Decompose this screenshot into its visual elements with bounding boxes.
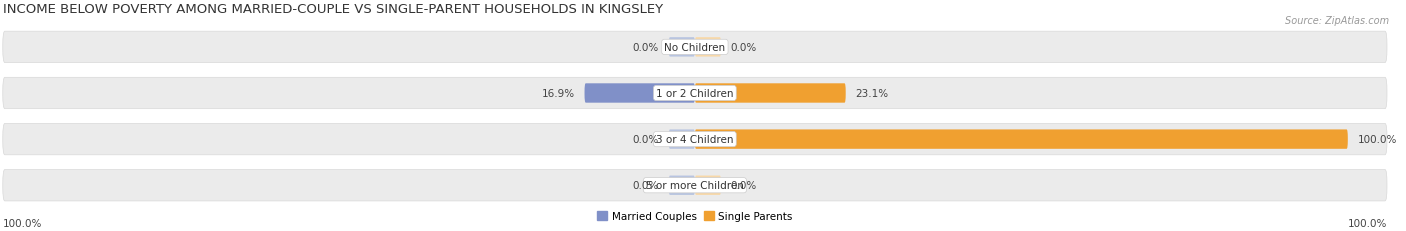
FancyBboxPatch shape xyxy=(695,130,1348,149)
FancyBboxPatch shape xyxy=(669,130,695,149)
Text: 23.1%: 23.1% xyxy=(855,89,889,99)
Text: INCOME BELOW POVERTY AMONG MARRIED-COUPLE VS SINGLE-PARENT HOUSEHOLDS IN KINGSLE: INCOME BELOW POVERTY AMONG MARRIED-COUPL… xyxy=(3,3,662,16)
Text: Source: ZipAtlas.com: Source: ZipAtlas.com xyxy=(1285,16,1389,26)
Text: 0.0%: 0.0% xyxy=(731,43,756,53)
FancyBboxPatch shape xyxy=(669,176,695,195)
FancyBboxPatch shape xyxy=(3,78,1386,109)
Text: 100.0%: 100.0% xyxy=(1347,218,1386,228)
FancyBboxPatch shape xyxy=(3,124,1386,155)
Text: 0.0%: 0.0% xyxy=(633,180,659,190)
FancyBboxPatch shape xyxy=(669,38,695,57)
FancyBboxPatch shape xyxy=(695,84,845,103)
FancyBboxPatch shape xyxy=(3,170,1386,201)
FancyBboxPatch shape xyxy=(695,176,721,195)
FancyBboxPatch shape xyxy=(585,84,695,103)
Text: 3 or 4 Children: 3 or 4 Children xyxy=(657,134,734,144)
Text: 0.0%: 0.0% xyxy=(731,180,756,190)
FancyBboxPatch shape xyxy=(695,38,721,57)
Text: 5 or more Children: 5 or more Children xyxy=(645,180,744,190)
Text: 100.0%: 100.0% xyxy=(1358,134,1398,144)
Legend: Married Couples, Single Parents: Married Couples, Single Parents xyxy=(595,209,794,223)
Text: 100.0%: 100.0% xyxy=(3,218,42,228)
Text: 16.9%: 16.9% xyxy=(541,89,575,99)
Text: No Children: No Children xyxy=(664,43,725,53)
Text: 0.0%: 0.0% xyxy=(633,43,659,53)
Text: 0.0%: 0.0% xyxy=(633,134,659,144)
FancyBboxPatch shape xyxy=(3,32,1386,63)
Text: 1 or 2 Children: 1 or 2 Children xyxy=(657,89,734,99)
